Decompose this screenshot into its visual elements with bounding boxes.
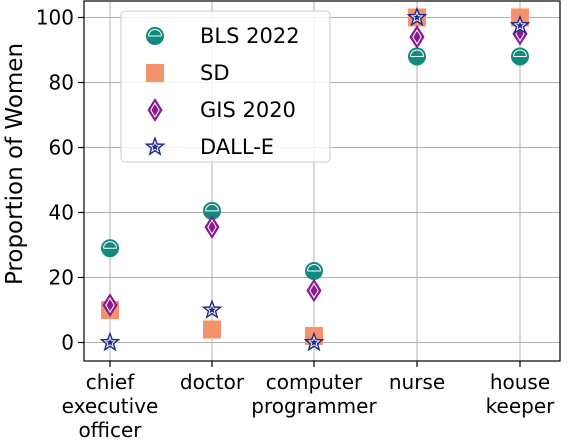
legend-label: DALL-E — [200, 135, 274, 159]
data-point — [101, 239, 119, 258]
x-tick-label-line: officer — [78, 418, 142, 442]
data-point — [306, 278, 322, 303]
y-tick-label: 20 — [49, 266, 74, 290]
plot-frame — [83, 0, 561, 362]
legend-marker — [146, 27, 164, 45]
data-point — [509, 14, 531, 35]
legend-box — [120, 10, 331, 163]
legend-label: BLS 2022 — [200, 24, 300, 48]
x-tick-label-line: executive — [62, 394, 159, 418]
legend-marker — [144, 136, 166, 156]
legend: BLS 2022 SD GIS 2020 DALL-E — [120, 10, 331, 163]
data-point — [201, 299, 223, 319]
data-point — [406, 6, 428, 27]
x-tick-label: doctor — [180, 370, 245, 394]
x-tick-label-line: computer — [266, 370, 363, 394]
x-tick-label: house keeper — [486, 370, 555, 418]
y-tick-label: 80 — [49, 71, 74, 95]
x-tick-label-line: keeper — [486, 394, 555, 418]
data-point — [102, 293, 118, 318]
y-axis-ticks: 0 20 40 60 80 100 — [36, 6, 84, 355]
x-tick-label: nurse — [389, 370, 445, 394]
data-point — [511, 47, 529, 66]
data-point — [409, 25, 425, 49]
data-point — [305, 262, 323, 280]
data-points — [99, 6, 531, 352]
data-point — [99, 331, 121, 352]
y-tick-label: 60 — [49, 136, 74, 160]
x-tick-label-line: programmer — [251, 394, 377, 418]
x-tick-label-line: chief — [86, 370, 136, 394]
x-tick-label-line: nurse — [389, 370, 445, 394]
y-axis-label: Proportion of Women — [2, 43, 28, 285]
x-tick-label-line: doctor — [180, 370, 245, 394]
x-tick-label: chief executive officer — [62, 370, 159, 442]
y-tick-label: 0 — [61, 331, 74, 355]
legend-label: SD — [200, 61, 230, 85]
y-tick-label: 100 — [36, 6, 74, 30]
x-tick-label-line: house — [490, 370, 550, 394]
y-tick-label: 40 — [49, 201, 74, 225]
legend-marker — [147, 98, 163, 122]
legend-label: GIS 2020 — [200, 98, 296, 122]
legend-marker — [146, 64, 164, 82]
data-point — [408, 47, 426, 66]
data-point — [303, 331, 325, 352]
data-point — [203, 320, 221, 339]
x-tick-label: computer programmer — [251, 370, 377, 418]
data-point — [204, 215, 220, 240]
